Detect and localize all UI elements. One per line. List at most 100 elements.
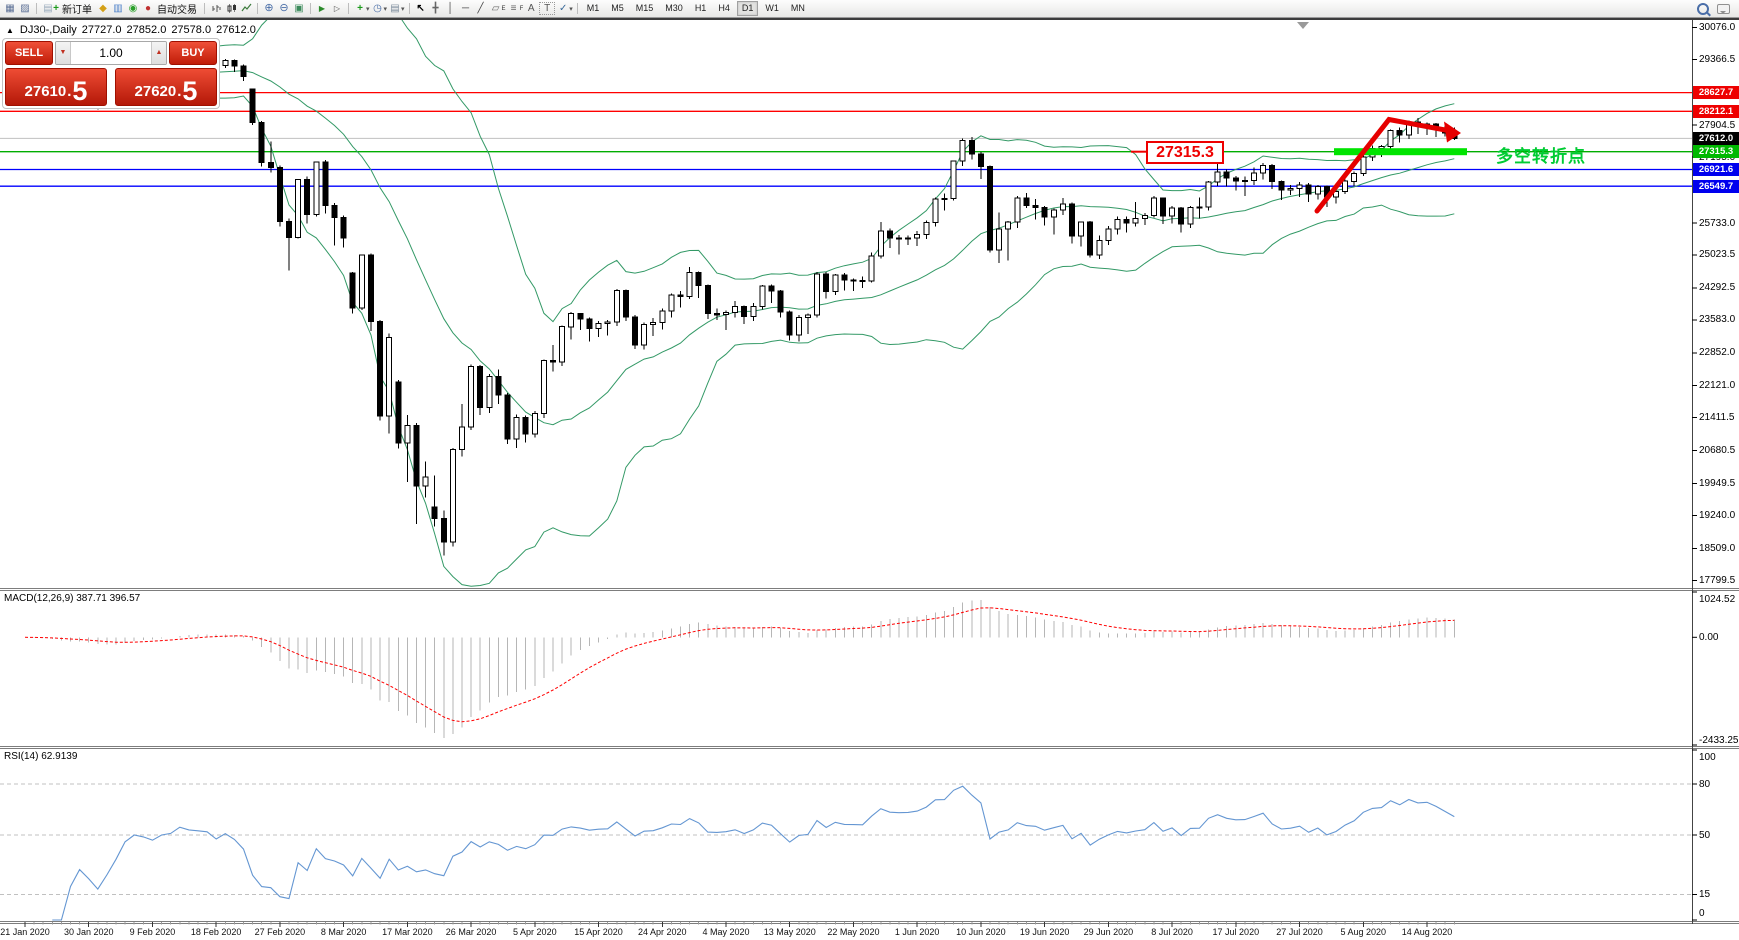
date-tick-label: 9 Feb 2020: [129, 927, 176, 937]
auto-scroll-icon[interactable]: ▶: [318, 4, 326, 13]
profiles-icon[interactable]: ▨: [20, 3, 30, 14]
ohlc-close: 27612.0: [216, 24, 256, 36]
timeframe-button-d1[interactable]: D1: [736, 1, 759, 16]
new-order-doc-icon[interactable]: ▤: [43, 3, 53, 14]
chart-window-icon[interactable]: ▥: [113, 3, 123, 14]
quote-expand-icon[interactable]: ▲: [6, 26, 14, 35]
price-tick-label: 17799.5: [1699, 574, 1736, 586]
ohlc-high: 27852.0: [126, 24, 167, 36]
date-tick-label: 5 Aug 2020: [1340, 927, 1387, 937]
charts-icon[interactable]: ▦: [5, 3, 15, 14]
indicators-dropdown-icon[interactable]: ▾: [366, 5, 370, 13]
macd-label: MACD(12,26,9) 387.71 396.57: [4, 593, 141, 604]
date-tick-label: 5 Apr 2020: [513, 927, 557, 937]
timeframe-button-h1[interactable]: H1: [694, 3, 707, 13]
new-order-plus-icon[interactable]: +: [53, 3, 59, 14]
timeframe-bar: M1 M5 M15 M30 H1 H4 D1 W1 MN: [582, 1, 810, 16]
templates-dropdown-icon[interactable]: ▾: [401, 5, 405, 13]
indicators-icon[interactable]: +: [357, 3, 363, 14]
zoom-in-icon[interactable]: ⊕: [264, 2, 274, 14]
cn-annotation-text: 多空转折点: [1496, 147, 1586, 166]
vertical-line-icon[interactable]: │: [447, 3, 454, 14]
volume-input[interactable]: 1.00: [99, 46, 123, 60]
search-icon[interactable]: [1697, 2, 1709, 15]
trendline-icon[interactable]: ╱: [477, 3, 484, 14]
timeframe-button-m1[interactable]: M1: [586, 3, 600, 13]
buy-button[interactable]: BUY: [169, 41, 217, 65]
volume-increase-button[interactable]: ▲: [151, 42, 166, 64]
volume-decrease-button[interactable]: ▼: [56, 42, 71, 64]
new-order-button[interactable]: 新订单: [62, 5, 92, 16]
autotrading-button[interactable]: 自动交易: [157, 5, 197, 16]
buy-price-int: 27620: [134, 83, 177, 100]
date-tick-label: 29 Jun 2020: [1083, 927, 1134, 937]
cursor-icon[interactable]: ↖: [416, 3, 425, 14]
timeframe-button-w1[interactable]: W1: [765, 3, 779, 13]
date-tick-label: 17 Mar 2020: [382, 927, 433, 937]
rsi-tick-label: 0: [1699, 907, 1705, 919]
timeframe-button-m30[interactable]: M30: [665, 3, 683, 13]
timeframe-button-h4[interactable]: H4: [718, 3, 730, 13]
rsi-label: RSI(14) 62.9139: [4, 751, 78, 762]
green-support-bar: [1334, 148, 1467, 156]
toolbar-separator: [348, 3, 349, 14]
buy-price-dec: 5: [182, 76, 198, 106]
date-tick-label: 8 Jul 2020: [1151, 927, 1193, 937]
autotrading-icon[interactable]: ●: [144, 3, 152, 14]
channel-icon[interactable]: ▱: [491, 3, 500, 14]
buy-price-box[interactable]: 27620. 5: [115, 68, 217, 106]
rsi-tick-label: 80: [1699, 778, 1711, 790]
sell-price-dec: 5: [72, 76, 88, 106]
tile-windows-icon[interactable]: ▣: [294, 3, 304, 14]
timeframe-button-m5[interactable]: M5: [611, 3, 624, 13]
date-tick-label: 14 Aug 2020: [1401, 927, 1453, 937]
toolbar-right-group: [1697, 2, 1736, 15]
text-icon[interactable]: A: [527, 3, 535, 14]
timeframe-button-mn[interactable]: MN: [790, 3, 805, 13]
crosshair-icon[interactable]: ╋: [432, 3, 439, 14]
date-tick-label: 8 Mar 2020: [320, 927, 367, 937]
window-frame-divider: [0, 18, 1739, 20]
zoom-out-icon[interactable]: ⊖: [279, 2, 289, 14]
periods-dropdown-icon[interactable]: ▾: [383, 5, 388, 13]
price-tick-label: 19240.0: [1699, 509, 1736, 521]
one-click-trading-panel: SELL ▼ 1.00 ▲ BUY 27610. 5 27620. 5: [2, 38, 220, 109]
price-tick-label: 27904.5: [1699, 119, 1736, 131]
templates-icon[interactable]: ▤: [390, 3, 400, 14]
date-tick-label: 27 Jul 2020: [1276, 927, 1323, 937]
sell-price-dot: .: [67, 83, 72, 100]
sell-button[interactable]: SELL: [5, 41, 53, 65]
price-tick-label: 24292.5: [1699, 282, 1736, 294]
periods-icon[interactable]: ◷: [373, 3, 382, 14]
macd-tick-label: 1024.52: [1699, 593, 1736, 605]
text-label-icon[interactable]: T: [539, 2, 556, 15]
arrows-dropdown-icon[interactable]: ▾: [569, 5, 573, 13]
toolbar-separator: [257, 3, 258, 14]
price-badge-28627.7: 28627.7: [1693, 86, 1739, 100]
bar-chart-icon[interactable]: [209, 2, 223, 15]
arrows-icon[interactable]: ✓: [559, 3, 568, 14]
red-trend-arrow: [1314, 116, 1451, 214]
macd-tick-label: 0.00: [1699, 631, 1719, 643]
date-tick-label: 30 Jan 2020: [63, 927, 114, 937]
chat-icon[interactable]: [1717, 3, 1730, 14]
toolbar-separator: [576, 3, 578, 14]
candlestick-chart-icon[interactable]: [224, 2, 238, 15]
horizontal-line-icon[interactable]: ─: [462, 3, 470, 14]
signals-icon[interactable]: ◉: [128, 3, 138, 14]
sell-price-box[interactable]: 27610. 5: [5, 68, 107, 106]
support-price-annotation[interactable]: 27315.3: [1146, 141, 1224, 164]
fibonacci-letter: F: [519, 5, 524, 12]
price-tick-label: 30076.0: [1699, 21, 1736, 33]
line-chart-icon[interactable]: [239, 2, 253, 15]
buy-price-dot: .: [177, 83, 182, 100]
date-tick-label: 21 Jan 2020: [0, 927, 50, 937]
chart-shift-icon[interactable]: ▷: [333, 4, 341, 13]
toolbar-separator: [204, 3, 205, 14]
price-tick-label: 29366.5: [1699, 53, 1736, 65]
fibonacci-icon[interactable]: ≡: [510, 3, 517, 14]
timeframe-button-m15[interactable]: M15: [635, 3, 654, 13]
styler-icon[interactable]: ◆: [99, 3, 107, 14]
